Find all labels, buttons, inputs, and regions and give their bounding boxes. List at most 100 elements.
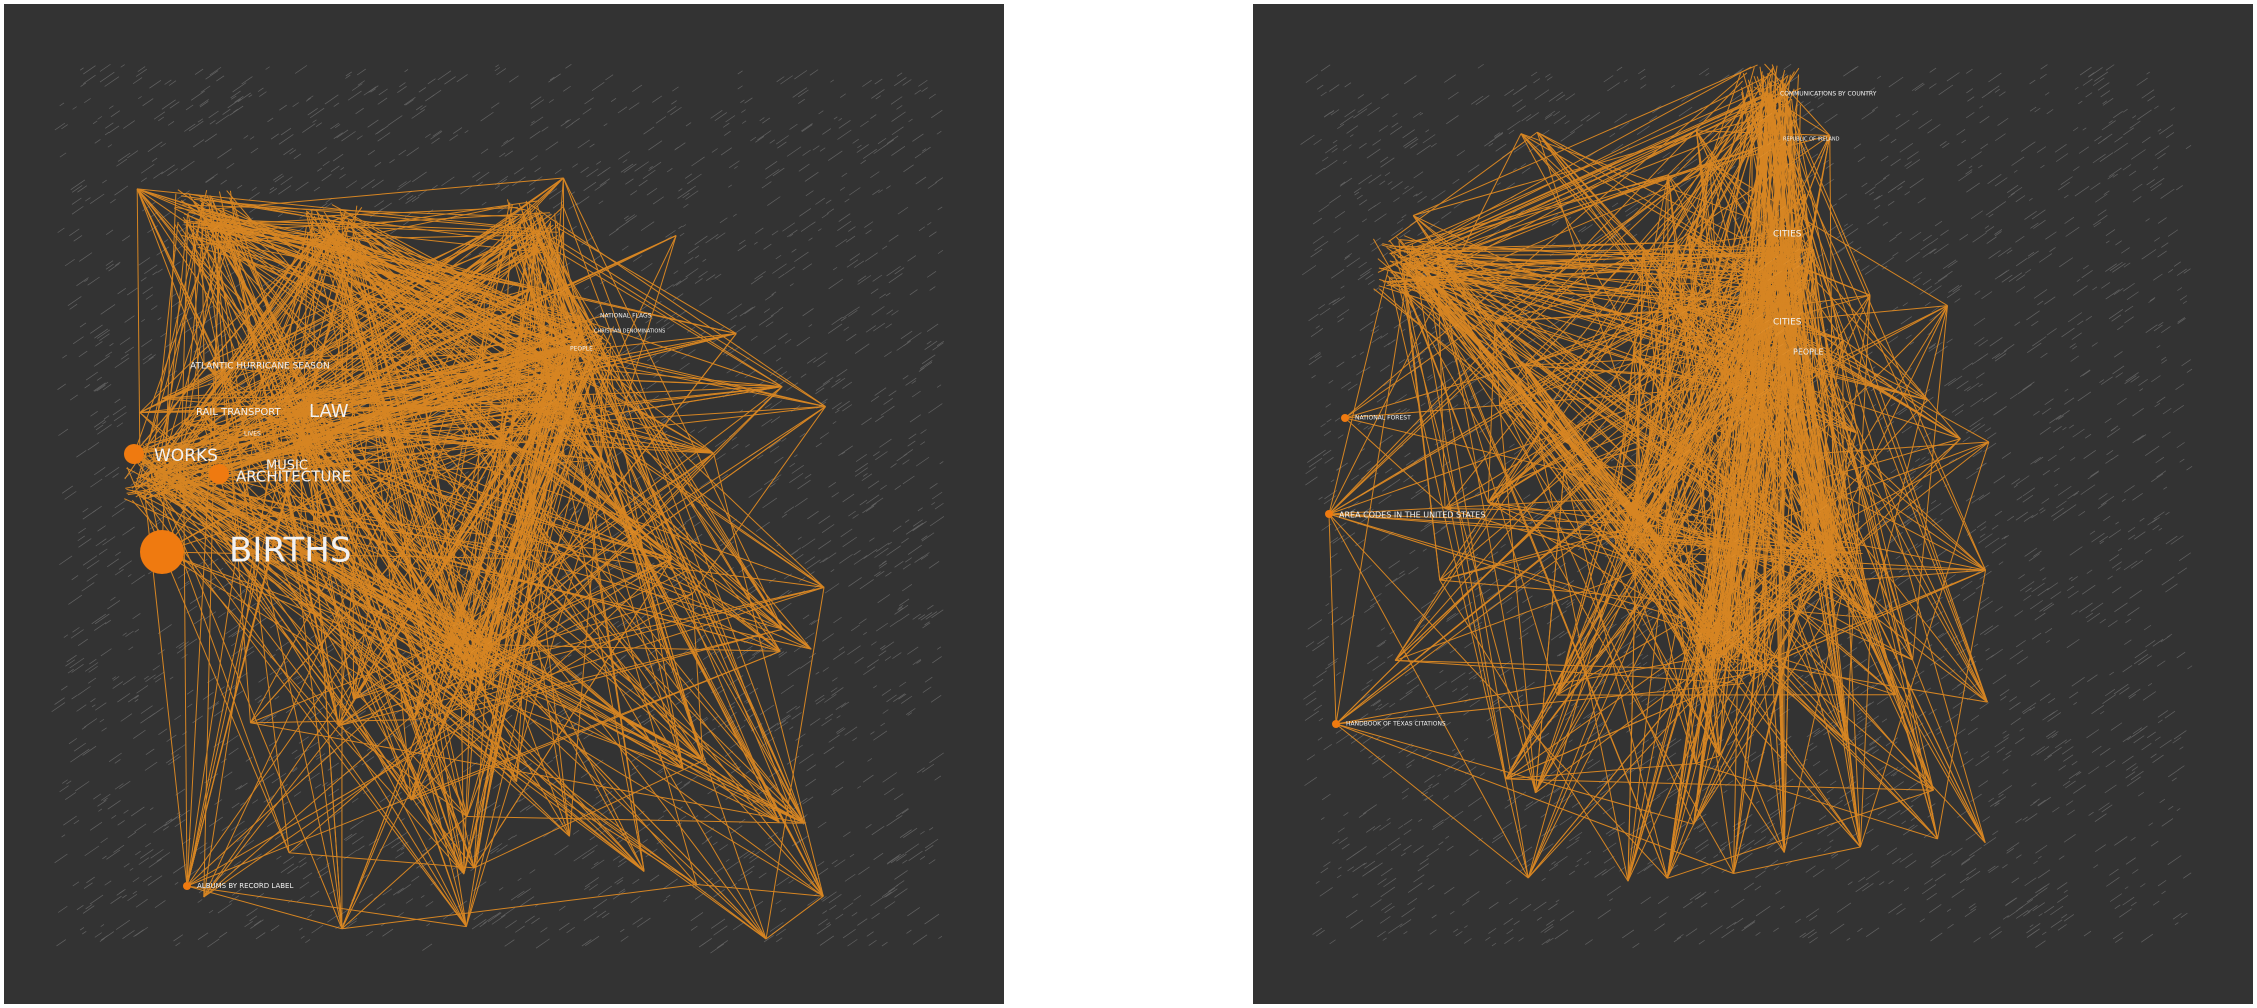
graph-edge	[334, 232, 532, 289]
graph-edge	[1389, 82, 1779, 255]
node-label: REPUBLIC OF IRELAND	[1783, 137, 1840, 143]
graph-edge	[1499, 404, 1709, 664]
graph-edge	[172, 483, 468, 675]
graph-edge	[518, 203, 780, 823]
graph-edge	[1335, 653, 1724, 725]
graph-edge	[1937, 570, 1987, 840]
graph-edge	[214, 246, 251, 723]
graph-edge	[139, 235, 521, 414]
graph-edge	[1527, 243, 1777, 879]
node-label: NATIONAL FOREST	[1355, 415, 1411, 422]
graph-edge	[1732, 553, 1834, 659]
graph-edge	[240, 328, 583, 546]
graph-edge	[525, 241, 597, 329]
graph-edge	[305, 224, 554, 402]
graph-edge	[592, 417, 714, 454]
graph-edge	[1590, 525, 1779, 611]
graph-edge	[1674, 304, 1746, 324]
graph-edge	[1409, 130, 1697, 269]
graph-edge	[1328, 513, 1668, 879]
graph-edge	[133, 453, 497, 688]
graph-edge	[443, 407, 824, 897]
graph-edge	[208, 226, 607, 361]
graph-edge	[1335, 501, 1636, 725]
graph-edge	[285, 384, 475, 665]
graph-edge	[137, 188, 586, 324]
graph-edge	[203, 725, 339, 898]
graph-edge	[283, 371, 565, 415]
graph-edge	[1335, 384, 1755, 725]
graph-edge	[1859, 441, 1990, 848]
graph-edge	[521, 215, 784, 630]
graph-edge	[1812, 249, 1834, 555]
graph-edge	[1667, 174, 1729, 633]
graph-edge	[1706, 562, 1783, 668]
graph-edge	[1764, 553, 1834, 672]
graph-edge	[156, 217, 201, 474]
graph-edge	[1752, 138, 1784, 381]
graph-edge	[1389, 252, 1633, 525]
graph-edge	[1812, 305, 1948, 526]
graph-edge	[542, 366, 824, 897]
graph-edge	[186, 650, 781, 887]
graph-edge	[1563, 469, 1752, 660]
graph-edge	[443, 708, 645, 872]
graph-edge	[534, 227, 577, 334]
graph-edge	[562, 204, 824, 897]
graph-edge	[1388, 276, 1529, 879]
graph-edge	[1632, 399, 1766, 526]
graph-edge	[1487, 280, 1746, 503]
graph-edge	[162, 488, 517, 783]
graph-edge	[682, 768, 805, 824]
graph-panel-right: COMMUNICATIONS BY COUNTRY REPUBLIC OF IRE…	[1253, 4, 2253, 1004]
graph-edge	[469, 635, 824, 897]
graph-edge	[1534, 470, 1565, 793]
graph-edge	[190, 209, 414, 338]
graph-edge	[306, 210, 327, 235]
graph-edge	[203, 238, 220, 897]
graph-edge	[333, 233, 780, 823]
graph-edge	[1760, 91, 1767, 306]
graph-edge	[148, 221, 233, 476]
graph-edge	[1744, 538, 1817, 648]
graph-edge	[1505, 569, 1986, 780]
graph-edge	[519, 224, 645, 872]
node-label: COMMUNICATIONS BY COUNTRY	[1780, 91, 1877, 98]
graph-edge	[203, 349, 588, 365]
graph-edge	[1527, 356, 1756, 879]
graph-edge	[533, 212, 585, 345]
graph-edge	[510, 253, 567, 356]
graph-edge	[158, 244, 538, 473]
graph-edge	[321, 215, 458, 655]
graph-edge	[136, 188, 306, 390]
graph-edge	[1741, 569, 1986, 672]
graph-edge	[1556, 471, 1718, 696]
graph-edge	[285, 248, 333, 418]
graph-edge	[1428, 162, 1710, 264]
graph-edge	[520, 558, 824, 897]
graph-edge	[533, 399, 812, 650]
graph-edge	[1653, 305, 1795, 569]
graph-edge	[1666, 110, 1782, 879]
graph-edge	[208, 205, 290, 853]
graph-edge	[1415, 282, 1704, 654]
graph-edge	[198, 226, 812, 650]
graph-edge	[131, 489, 645, 872]
graph-edge	[1713, 366, 1766, 641]
graph-edge	[702, 760, 780, 823]
graph-edge	[1487, 321, 1496, 503]
graph-edge	[203, 339, 587, 365]
graph-edge	[177, 189, 812, 650]
node-label: ARCHITECTURE	[236, 468, 351, 486]
graph-edge	[371, 388, 456, 655]
graph-edge	[174, 343, 601, 480]
graph-edge	[184, 227, 545, 424]
graph-edge	[317, 205, 358, 519]
graph-edge	[1428, 278, 1715, 640]
graph-edge	[1705, 647, 1712, 669]
graph-edge	[1722, 583, 1820, 655]
graph-edge	[1391, 174, 1669, 255]
graph-edge	[1718, 561, 1830, 757]
graph-edge	[1505, 303, 1774, 780]
graph-edge	[1536, 131, 1804, 271]
